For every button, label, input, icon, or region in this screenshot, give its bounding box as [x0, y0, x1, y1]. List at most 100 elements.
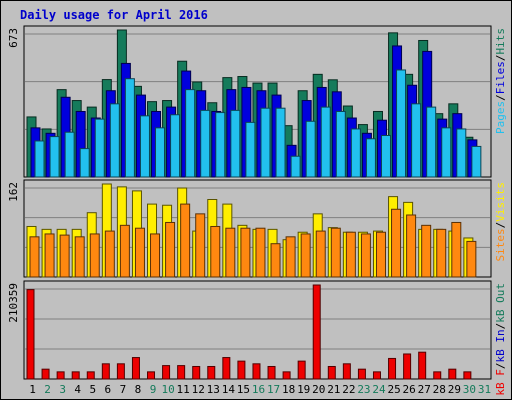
legend-separator: / — [494, 363, 507, 370]
bar — [185, 89, 196, 178]
x-tick-label: 28 — [433, 383, 446, 396]
bar — [195, 213, 206, 278]
bar — [320, 106, 331, 178]
bar — [139, 115, 150, 178]
bar — [252, 363, 261, 380]
bar — [330, 227, 341, 278]
bar — [177, 365, 186, 380]
panel-kbytes-legend: kB F/kB In/kB Out — [494, 283, 507, 396]
x-tick-label: 19 — [297, 383, 310, 396]
bar — [222, 357, 231, 380]
panel-hits-ymax-label: 673 — [7, 28, 20, 48]
bar — [275, 107, 286, 178]
series-kb-f — [26, 284, 472, 380]
bar — [372, 371, 381, 380]
bar — [34, 140, 45, 178]
bar — [245, 121, 256, 178]
bar — [300, 233, 311, 278]
bar — [180, 203, 191, 278]
bar — [155, 127, 166, 178]
bar — [426, 106, 437, 178]
legend-item: Visits — [494, 182, 507, 222]
bar — [41, 368, 50, 380]
bar — [116, 363, 125, 380]
panel-visits-ymax-label: 162 — [7, 182, 20, 202]
x-tick-label: 29 — [448, 383, 461, 396]
bar — [388, 357, 397, 380]
x-tick-label: 1 — [29, 383, 36, 396]
bar — [207, 365, 216, 380]
bar — [134, 227, 145, 278]
x-tick-label: 22 — [342, 383, 355, 396]
x-tick-label: 2 — [44, 383, 51, 396]
bar — [315, 230, 326, 278]
bar — [29, 236, 40, 278]
panel-kbytes-frame — [23, 280, 492, 380]
bar — [441, 127, 452, 178]
panel-visits: 162 Sites/Visits — [7, 179, 507, 278]
legend-item: Sites — [494, 228, 507, 261]
x-tick-label: 7 — [120, 383, 127, 396]
legend-item: Hits — [494, 28, 507, 55]
x-tick-label: 16 — [252, 383, 265, 396]
bar — [192, 365, 201, 380]
bar — [104, 230, 115, 278]
panel-hits-legend: Pages/Files/Hits — [494, 28, 507, 134]
bar — [290, 155, 301, 178]
bar — [215, 112, 226, 178]
bar — [335, 110, 346, 178]
bar — [170, 114, 181, 178]
bar — [327, 365, 336, 380]
x-axis-labels: 1 2 3 4 5 6 7 8 9 10 11 12 13 14 15 16 17 18 19 20 21 22 23 24 2… — [29, 383, 491, 396]
x-tick-label: 11 — [177, 383, 190, 396]
bar — [418, 351, 427, 380]
x-tick-label: 5 — [89, 383, 96, 396]
bar — [357, 368, 366, 380]
bar — [74, 236, 85, 278]
x-tick-label: 17 — [267, 383, 280, 396]
bar — [471, 145, 482, 178]
bar — [305, 120, 316, 178]
bar — [282, 371, 291, 380]
bar — [411, 103, 422, 178]
bar — [391, 208, 402, 278]
x-tick-label: 9 — [150, 383, 157, 396]
bar — [56, 371, 65, 380]
series-sites — [29, 203, 477, 278]
bar — [26, 289, 35, 380]
panel-hits-bars — [26, 29, 482, 178]
legend-separator: / — [494, 323, 507, 330]
bar — [150, 233, 161, 278]
bar — [255, 227, 266, 278]
bar — [365, 138, 376, 178]
bar — [433, 371, 442, 380]
panel-visits-bars — [26, 183, 477, 278]
chart-title: Daily usage for April 2016 — [20, 8, 208, 22]
panel-kbytes-bars — [26, 284, 472, 380]
x-tick-label: 27 — [418, 383, 431, 396]
bar — [71, 371, 80, 380]
bar — [162, 365, 171, 380]
legend-item: kB In — [494, 329, 507, 362]
x-tick-label: 15 — [237, 383, 250, 396]
legend-separator: / — [494, 55, 507, 62]
bar — [312, 284, 321, 380]
legend-separator: / — [494, 94, 507, 101]
bar — [350, 128, 361, 178]
bar — [451, 221, 462, 278]
legend-item: kB Out — [494, 283, 507, 323]
panel-kbytes-grid — [25, 288, 490, 350]
bar — [94, 118, 105, 178]
x-tick-label: 30 — [463, 383, 476, 396]
legend-item: Files — [494, 61, 507, 94]
bar — [64, 131, 75, 178]
bar — [421, 224, 432, 278]
x-tick-label: 12 — [192, 383, 205, 396]
x-tick-label: 4 — [74, 383, 81, 396]
bar — [86, 371, 95, 380]
bar — [89, 233, 100, 278]
bar — [240, 227, 251, 278]
